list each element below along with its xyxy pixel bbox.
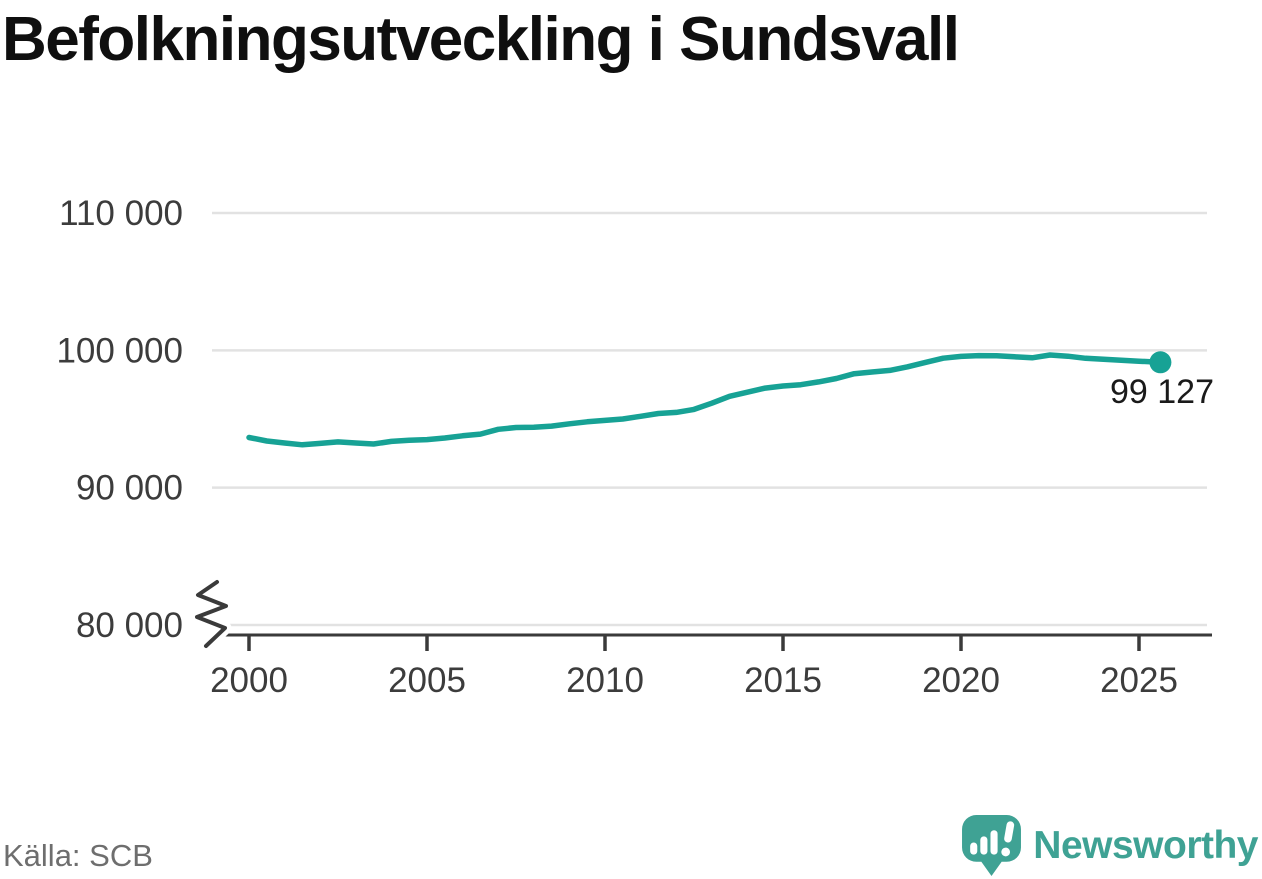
population-line <box>246 352 1164 448</box>
newsworthy-speech-bubble-bar-chart-icon <box>962 815 1022 876</box>
source-note: Källa: SCB <box>3 838 153 873</box>
newsworthy-wordmark: Newsworthy <box>1033 823 1258 867</box>
x-tick-label: 2020 <box>922 661 1000 700</box>
newsworthy-logo: Newsworthy <box>961 814 1258 877</box>
x-tick-label: 2000 <box>210 661 288 700</box>
latest-value-label: 99 127 <box>1110 373 1214 411</box>
axis-break-icon <box>195 580 228 648</box>
y-tick-label: 80 000 <box>76 606 183 645</box>
y-tick-label: 110 000 <box>59 194 183 233</box>
latest-point-dot <box>1149 351 1172 374</box>
y-tick-label: 90 000 <box>76 469 183 508</box>
chart-title: Befolkningsutveckling i Sundsvall <box>2 5 960 74</box>
x-tick-label: 2010 <box>566 661 644 700</box>
y-tick-label: 100 000 <box>56 331 183 370</box>
x-tick-label: 2015 <box>744 661 822 700</box>
x-tick-label: 2005 <box>388 661 466 700</box>
x-tick-label: 2025 <box>1100 661 1178 700</box>
